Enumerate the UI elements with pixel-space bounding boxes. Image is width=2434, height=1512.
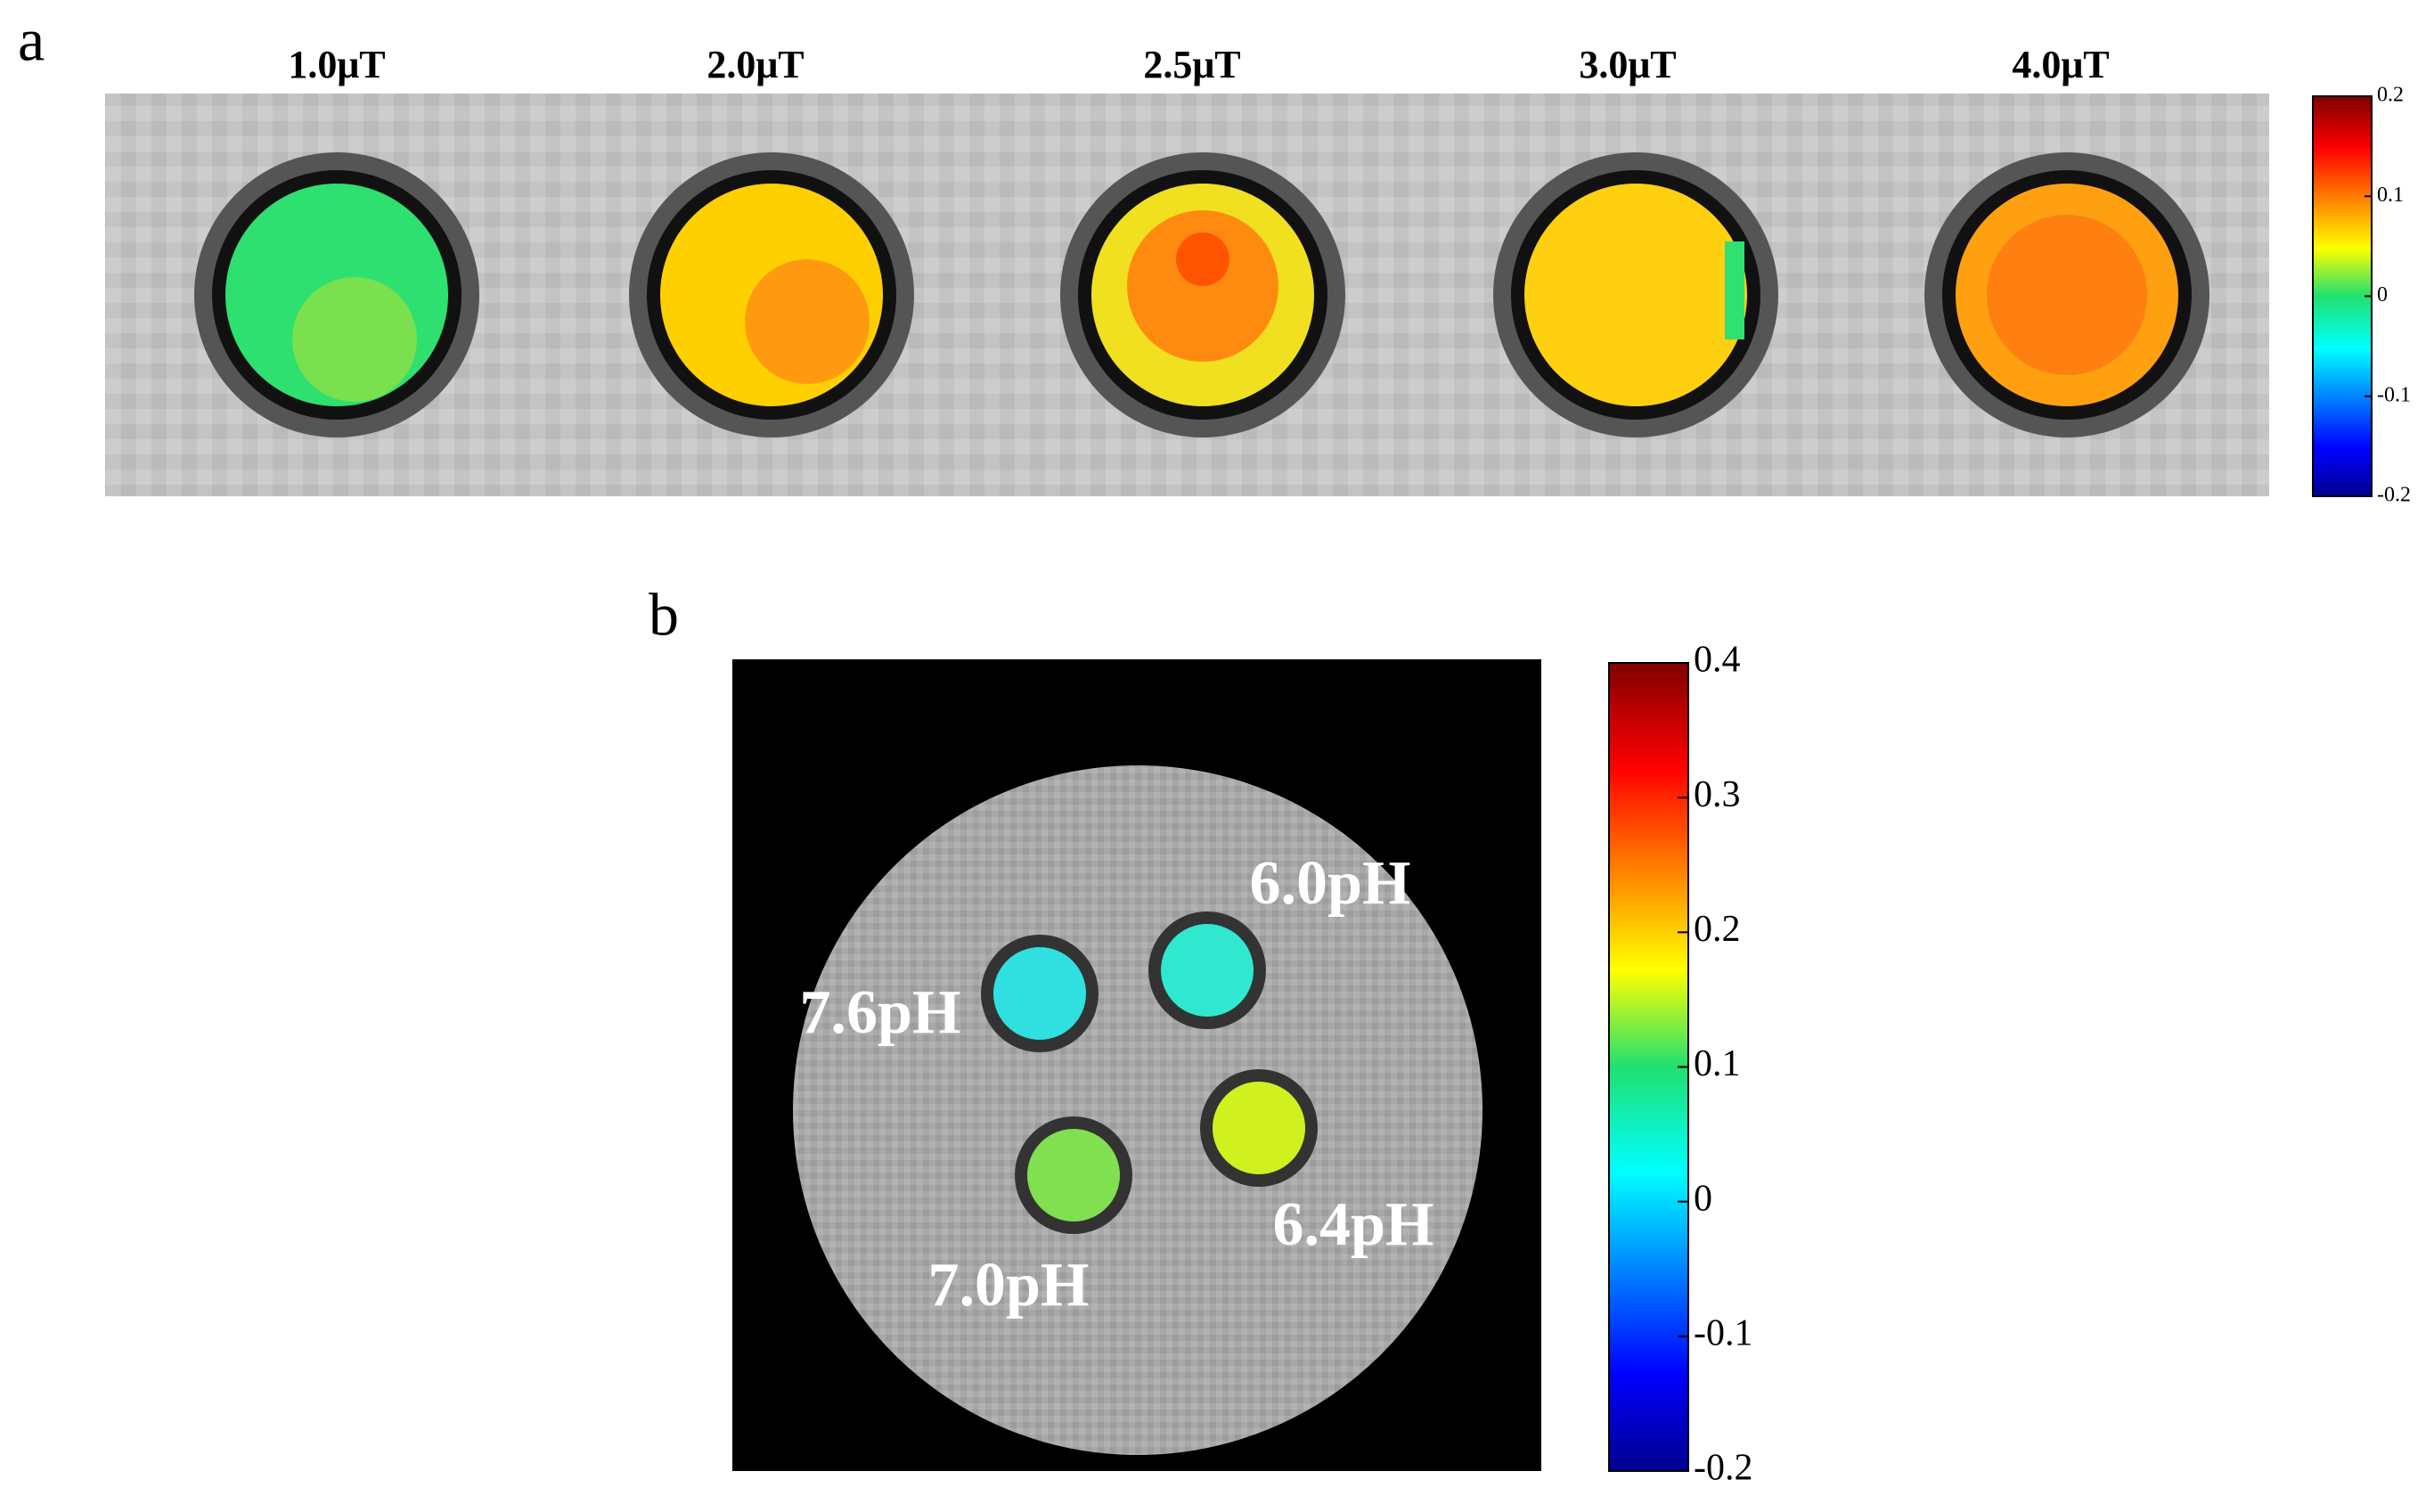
colorbar-a [2312, 95, 2373, 497]
panel-title: 3.0μT [1579, 43, 1676, 86]
phantoms-a [194, 152, 2209, 437]
tick-label: 0.1 [2377, 184, 2404, 207]
colorbar-b [1608, 662, 1689, 1472]
tick-label: 0.4 [1694, 640, 1741, 681]
panel-title: 2.0μT [707, 43, 804, 86]
phantom-b [793, 765, 1482, 1455]
sample-label: 6.4pH [1273, 1190, 1434, 1259]
tick-label: -0.2 [2377, 484, 2411, 507]
sample-label: 7.6pH [800, 978, 961, 1047]
panel-label: b [649, 581, 679, 649]
tick-label: 0.2 [2377, 84, 2404, 107]
sample-label: 7.0pH [928, 1251, 1090, 1320]
tick-label: 0 [1694, 1178, 1712, 1219]
tick-label: 0.3 [1694, 774, 1741, 815]
tick-label: 0.2 [1694, 909, 1741, 950]
sample-label: 6.0pH [1250, 849, 1411, 918]
wells-b [981, 911, 1318, 1234]
panel-title: 4.0μT [2012, 43, 2109, 86]
tick-label: -0.1 [2377, 383, 2411, 406]
panel-title: 2.5μT [1143, 43, 1240, 86]
tick-label: 0 [2377, 283, 2388, 306]
tick-label: -0.2 [1694, 1448, 1753, 1489]
tick-label: -0.1 [1694, 1312, 1753, 1353]
panel-label: a [18, 6, 45, 74]
tick-label: 0.1 [1694, 1043, 1741, 1084]
panel-title: 1.0μT [288, 43, 385, 86]
